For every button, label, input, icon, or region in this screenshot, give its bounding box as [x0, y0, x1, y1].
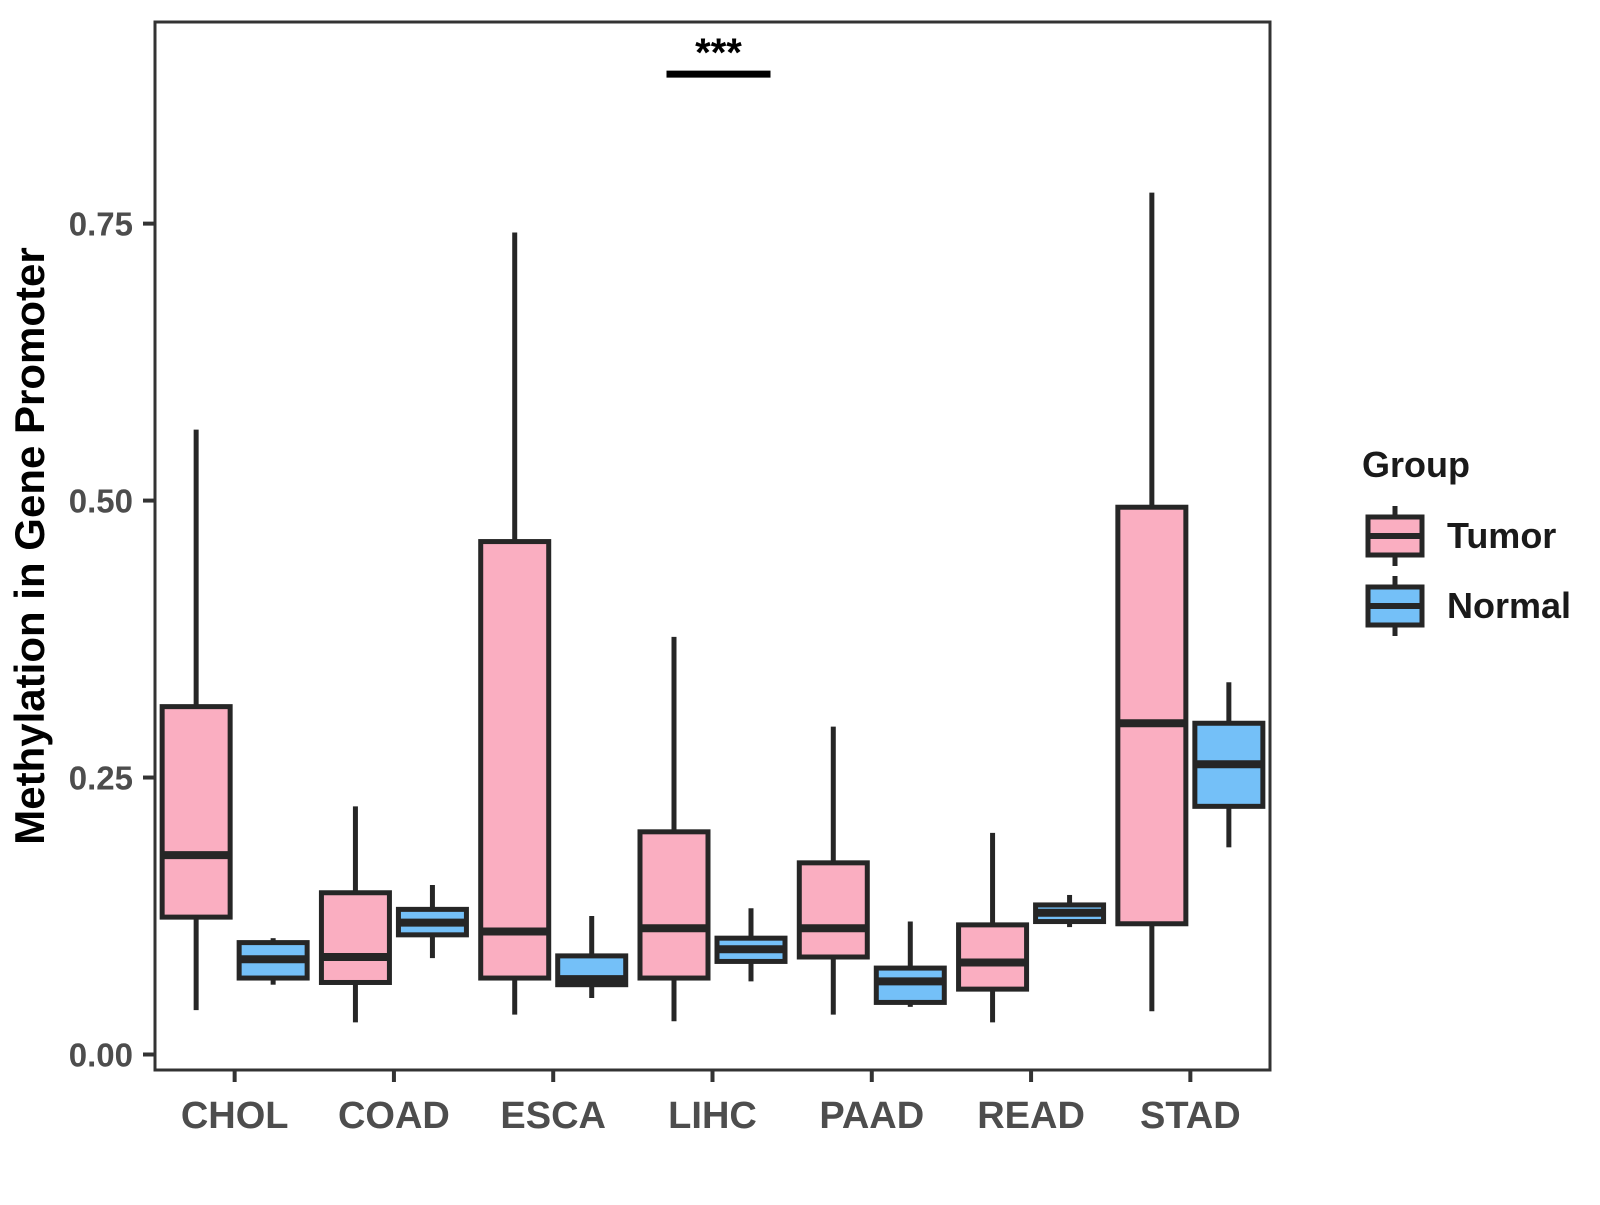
legend-label-tumor: Tumor — [1447, 515, 1556, 556]
box-COAD-tumor — [318, 890, 392, 985]
x-axis-label-CHOL: CHOL — [181, 1095, 289, 1137]
box-PAAD-tumor — [796, 860, 870, 960]
y-axis-tick-label-0: 0.00 — [69, 1036, 133, 1073]
box-ESCA-tumor — [478, 539, 552, 981]
legend-title: Group — [1362, 444, 1470, 485]
box-LIHC-tumor — [637, 829, 711, 981]
x-axis-label-COAD: COAD — [338, 1095, 450, 1137]
box-READ-tumor — [956, 922, 1030, 992]
significance-stars: *** — [695, 31, 742, 75]
y-axis-tick-label-3: 0.75 — [69, 206, 133, 243]
box-CHOL-tumor — [159, 704, 233, 920]
y-axis-tick-label-1: 0.25 — [69, 760, 133, 797]
x-axis-label-PAAD: PAAD — [819, 1095, 924, 1137]
x-axis-label-LIHC: LIHC — [668, 1095, 757, 1137]
y-axis-title: Methylation in Gene Promoter — [6, 247, 53, 844]
x-axis-label-ESCA: ESCA — [500, 1095, 606, 1137]
x-axis-label-READ: READ — [977, 1095, 1085, 1137]
x-axis-label-STAD: STAD — [1140, 1095, 1241, 1137]
y-axis-tick-label-2: 0.50 — [69, 483, 133, 520]
box-STAD-tumor — [1115, 504, 1189, 927]
legend-label-normal: Normal — [1447, 585, 1571, 626]
